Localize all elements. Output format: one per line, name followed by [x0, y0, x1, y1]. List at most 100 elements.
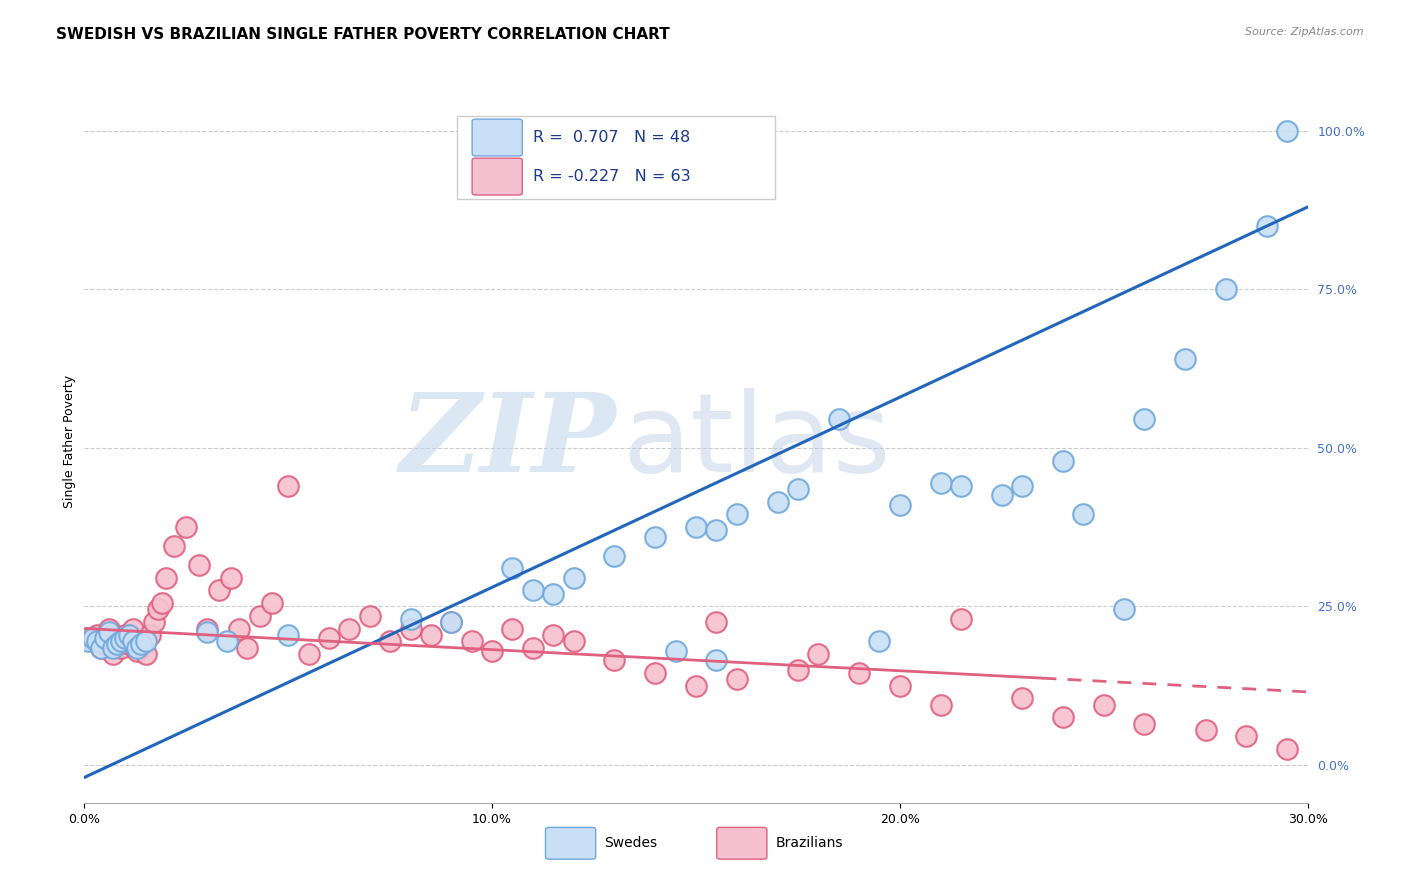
Point: [1092, 698, 1115, 712]
Point: [725, 672, 748, 686]
Point: [339, 622, 361, 636]
Point: [706, 523, 728, 537]
Point: [1011, 479, 1033, 493]
Point: [86, 634, 108, 648]
Point: [562, 634, 585, 648]
Point: [101, 640, 124, 655]
Point: [950, 612, 973, 626]
Point: [929, 698, 952, 712]
Point: [93, 631, 115, 645]
Point: [440, 615, 463, 630]
Point: [90, 640, 112, 655]
Point: [114, 631, 136, 645]
Text: R =  0.707   N = 48: R = 0.707 N = 48: [533, 130, 690, 145]
Point: [1215, 282, 1237, 296]
FancyBboxPatch shape: [457, 117, 776, 200]
FancyBboxPatch shape: [546, 828, 596, 859]
Point: [502, 622, 524, 636]
Point: [562, 571, 585, 585]
Point: [90, 640, 112, 655]
Point: [359, 608, 381, 623]
Point: [118, 637, 141, 651]
Point: [142, 615, 165, 630]
Point: [249, 608, 271, 623]
Point: [97, 624, 120, 639]
Point: [318, 631, 340, 645]
Point: [706, 653, 728, 667]
Point: [77, 634, 100, 648]
Point: [603, 549, 626, 563]
Point: [685, 679, 707, 693]
Point: [93, 637, 115, 651]
Text: atlas: atlas: [623, 388, 891, 495]
Point: [82, 634, 104, 648]
Point: [399, 612, 422, 626]
Point: [82, 631, 104, 645]
Point: [1277, 742, 1299, 756]
Point: [127, 643, 149, 657]
Point: [1052, 453, 1074, 467]
Point: [122, 634, 145, 648]
FancyBboxPatch shape: [472, 120, 522, 156]
Point: [1114, 602, 1136, 616]
Point: [1236, 729, 1258, 743]
Point: [522, 640, 544, 655]
Point: [787, 482, 810, 496]
Point: [869, 634, 891, 648]
Point: [298, 647, 321, 661]
Point: [131, 637, 153, 651]
Point: [1011, 691, 1033, 706]
Point: [1277, 124, 1299, 138]
Point: [150, 596, 173, 610]
Point: [543, 628, 565, 642]
Point: [277, 628, 299, 642]
FancyBboxPatch shape: [717, 828, 766, 859]
Point: [114, 628, 136, 642]
Point: [1174, 352, 1197, 367]
Point: [208, 583, 231, 598]
Point: [807, 647, 830, 661]
Point: [665, 643, 688, 657]
Point: [889, 679, 911, 693]
Point: [105, 637, 128, 651]
Text: Swedes: Swedes: [605, 837, 658, 850]
Point: [644, 530, 666, 544]
Text: Brazilians: Brazilians: [776, 837, 844, 850]
Point: [105, 631, 128, 645]
Point: [195, 622, 218, 636]
Point: [110, 634, 132, 648]
Point: [440, 615, 463, 630]
Point: [1073, 508, 1095, 522]
Point: [950, 479, 973, 493]
Text: SWEDISH VS BRAZILIAN SINGLE FATHER POVERTY CORRELATION CHART: SWEDISH VS BRAZILIAN SINGLE FATHER POVER…: [56, 27, 671, 42]
Point: [77, 631, 100, 645]
Point: [135, 647, 157, 661]
Point: [1052, 710, 1074, 724]
Text: Source: ZipAtlas.com: Source: ZipAtlas.com: [1246, 27, 1364, 37]
Point: [461, 634, 484, 648]
Point: [380, 634, 402, 648]
Point: [848, 665, 870, 680]
Point: [644, 665, 666, 680]
Point: [1195, 723, 1218, 737]
Point: [502, 561, 524, 575]
Point: [97, 622, 120, 636]
Point: [228, 622, 250, 636]
Point: [219, 571, 242, 585]
Point: [174, 520, 197, 534]
Point: [889, 498, 911, 512]
Point: [135, 634, 157, 648]
Point: [195, 624, 218, 639]
Point: [118, 628, 141, 642]
Point: [481, 643, 503, 657]
Text: R = -0.227   N = 63: R = -0.227 N = 63: [533, 169, 690, 184]
Point: [828, 412, 851, 426]
Text: ZIP: ZIP: [399, 388, 616, 495]
Point: [131, 637, 153, 651]
Point: [399, 622, 422, 636]
Point: [260, 596, 283, 610]
Point: [138, 628, 160, 642]
Point: [522, 583, 544, 598]
Point: [1133, 716, 1156, 731]
Point: [685, 520, 707, 534]
